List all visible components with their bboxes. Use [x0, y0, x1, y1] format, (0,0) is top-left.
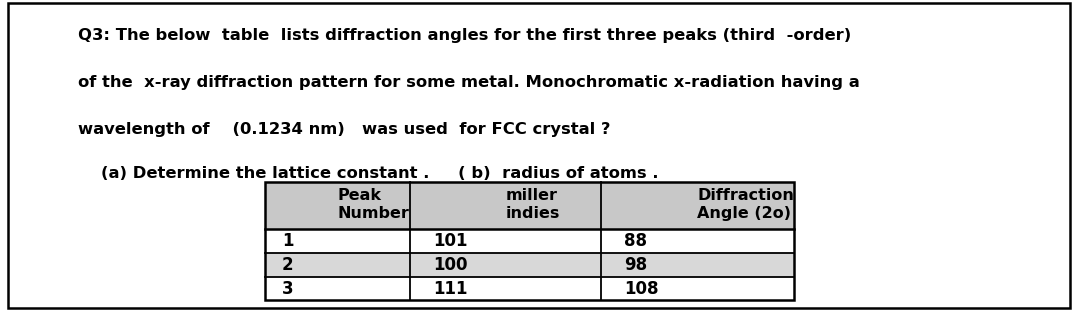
- Text: 101: 101: [433, 232, 468, 250]
- Text: 2: 2: [282, 256, 294, 274]
- Bar: [265, 277, 794, 300]
- Text: wavelength of    (0.1234 nm)   was used  for FCC crystal ?: wavelength of (0.1234 nm) was used for F…: [78, 122, 610, 137]
- Text: (a) Determine the lattice constant .     ( b)  radius of atoms .: (a) Determine the lattice constant . ( b…: [78, 166, 659, 181]
- Text: indies: indies: [505, 206, 559, 221]
- Text: 88: 88: [624, 232, 647, 250]
- Text: of the  x-ray diffraction pattern for some metal. Monochromatic x-radiation havi: of the x-ray diffraction pattern for som…: [78, 75, 860, 90]
- Text: Diffraction: Diffraction: [698, 188, 794, 203]
- Text: 108: 108: [624, 280, 659, 298]
- Text: Angle (2o): Angle (2o): [698, 206, 792, 221]
- Text: 98: 98: [624, 256, 647, 274]
- Bar: [265, 253, 794, 277]
- Text: 3: 3: [282, 280, 294, 298]
- Bar: [265, 229, 794, 253]
- Bar: [265, 182, 794, 229]
- Bar: [265, 182, 794, 300]
- Text: miller: miller: [505, 188, 557, 203]
- Text: Q3: The below  table  lists diffraction angles for the first three peaks (third : Q3: The below table lists diffraction an…: [78, 28, 851, 43]
- Text: 100: 100: [433, 256, 468, 274]
- Text: Peak: Peak: [337, 188, 381, 203]
- Text: Number: Number: [337, 206, 409, 221]
- Text: 111: 111: [433, 280, 468, 298]
- Text: 1: 1: [282, 232, 294, 250]
